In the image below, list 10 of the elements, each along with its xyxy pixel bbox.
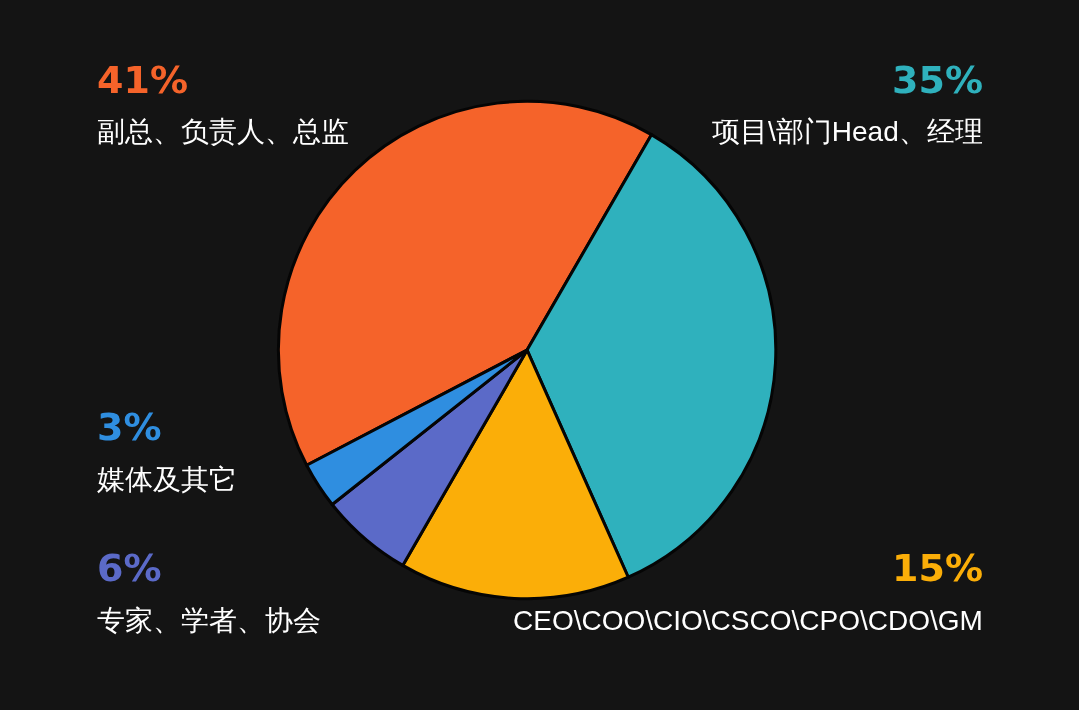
slice-label: 项目\部门Head、经理: [712, 116, 983, 147]
slice-label: 副总、负责人、总监: [97, 116, 349, 147]
data-label: 35%: [892, 58, 983, 102]
slice-label: CEO\COO\CIO\CSCO\CPO\CDO\GM: [513, 605, 983, 636]
data-label: 15%: [892, 546, 983, 590]
data-label: 41%: [97, 58, 188, 102]
data-label: 6%: [97, 546, 162, 590]
slice-label: 媒体及其它: [97, 464, 237, 495]
data-label: 3%: [97, 405, 162, 449]
slice-label: 专家、学者、协会: [97, 605, 321, 636]
